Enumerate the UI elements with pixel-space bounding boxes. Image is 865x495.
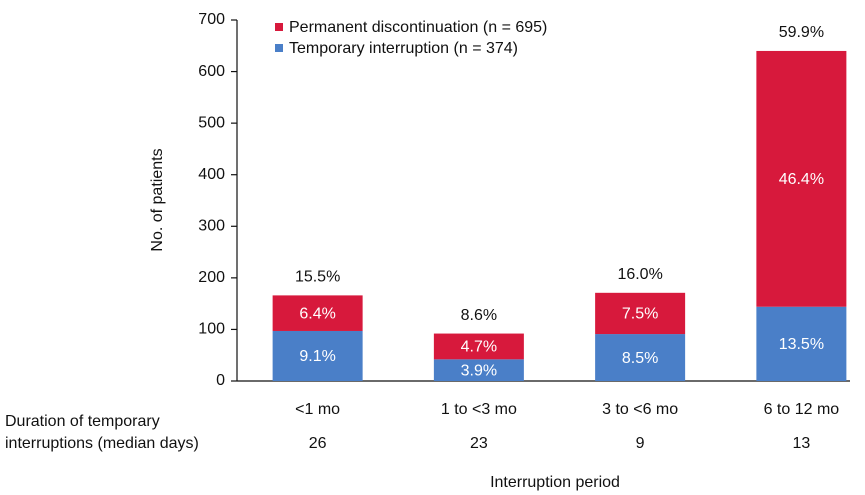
- bar-segment: [433, 359, 524, 381]
- bar-segment: [433, 333, 524, 360]
- y-tick-label: 100: [198, 321, 225, 338]
- bar-segment: [272, 295, 363, 331]
- total-label: 59.9%: [779, 24, 824, 41]
- total-label: 16.0%: [617, 266, 662, 283]
- y-tick-label: 200: [198, 269, 225, 286]
- row-value: 9: [636, 435, 645, 452]
- total-label: 15.5%: [295, 269, 340, 286]
- legend-swatch: [275, 23, 283, 31]
- row-value: 26: [309, 435, 327, 452]
- legend-swatch: [275, 44, 283, 52]
- x-axis-title: Interruption period: [490, 474, 620, 491]
- bar-segment: [595, 292, 686, 335]
- segment-label: 6.4%: [299, 305, 335, 322]
- y-tick-label: 300: [198, 218, 225, 235]
- segment-label: 46.4%: [779, 171, 824, 188]
- x-tick-label: 1 to <3 mo: [441, 401, 517, 418]
- y-tick-label: 400: [198, 166, 225, 183]
- legend-label: Temporary interruption (n = 374): [289, 40, 518, 57]
- y-axis-title: No. of patients: [149, 148, 166, 251]
- x-tick-label: 6 to 12 mo: [764, 401, 840, 418]
- total-label: 8.6%: [461, 307, 497, 324]
- y-tick-label: 600: [198, 63, 225, 80]
- y-tick-label: 500: [198, 114, 225, 131]
- segment-label: 3.9%: [461, 362, 497, 379]
- segment-label: 8.5%: [622, 350, 658, 367]
- x-tick-label: <1 mo: [295, 401, 340, 418]
- legend-label: Permanent discontinuation (n = 695): [289, 19, 547, 36]
- bar-segment: [756, 50, 847, 307]
- row-label: Duration of temporary: [5, 413, 160, 430]
- y-tick-label: 700: [198, 11, 225, 28]
- segment-label: 13.5%: [779, 336, 824, 353]
- row-value: 13: [792, 435, 810, 452]
- x-tick-label: 3 to <6 mo: [602, 401, 678, 418]
- y-tick-label: 0: [216, 372, 225, 389]
- segment-label: 9.1%: [299, 348, 335, 365]
- bar-segment: [595, 334, 686, 381]
- row-value: 23: [470, 435, 488, 452]
- bar-segment: [756, 306, 847, 381]
- segment-label: 7.5%: [622, 306, 658, 323]
- row-label: interruptions (median days): [5, 435, 199, 452]
- bar-segment: [272, 330, 363, 381]
- segment-label: 4.7%: [461, 339, 497, 356]
